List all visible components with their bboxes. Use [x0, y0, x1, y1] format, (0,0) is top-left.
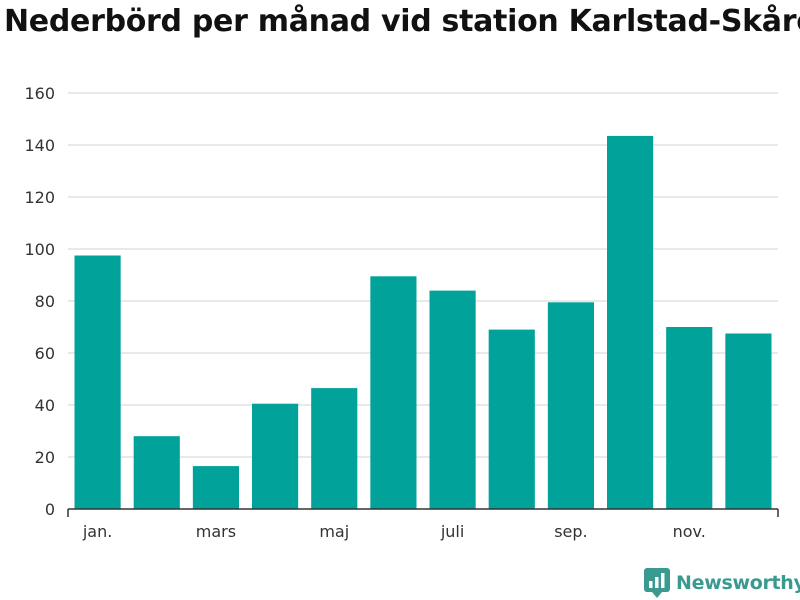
x-tick-label: sep. [554, 522, 587, 541]
bar-jan [74, 255, 121, 509]
y-tick-label: 0 [45, 500, 55, 519]
x-tick-label: nov. [673, 522, 706, 541]
bar-dec [725, 333, 772, 509]
y-tick-label: 20 [35, 448, 55, 467]
x-axis-ticks: jan. mars maj juli sep. nov. [82, 522, 706, 541]
x-tick-label: mars [196, 522, 236, 541]
newsworthy-logo-icon [644, 568, 670, 598]
brand-name: Newsworthy [676, 572, 800, 594]
y-axis-ticks: 0 20 40 60 80 100 120 140 160 [24, 84, 55, 519]
x-axis [67, 508, 779, 517]
bar-apr [252, 403, 299, 509]
bar-mars [192, 466, 239, 509]
y-tick-label: 140 [24, 136, 55, 155]
bar-juli [429, 290, 476, 509]
y-tick-label: 80 [35, 292, 55, 311]
bar-feb [133, 436, 180, 509]
y-tick-label: 40 [35, 396, 55, 415]
newsworthy-brand: Newsworthy [644, 568, 800, 598]
bar-juni [370, 276, 417, 509]
x-tick-label: jan. [82, 522, 112, 541]
x-tick-label: juli [440, 522, 464, 541]
y-tick-label: 60 [35, 344, 55, 363]
bar-aug [488, 329, 535, 509]
chart-title: Nederbörd per månad vid station Karlstad… [4, 4, 800, 39]
bars [74, 135, 772, 509]
bar-nov [666, 327, 713, 509]
bar-maj [311, 388, 358, 509]
y-tick-label: 120 [24, 188, 55, 207]
gridlines [68, 92, 778, 458]
bar-sep [547, 302, 594, 509]
y-tick-label: 160 [24, 84, 55, 103]
x-tick-label: maj [319, 522, 349, 541]
y-tick-label: 100 [24, 240, 55, 259]
bar-okt [607, 135, 654, 509]
